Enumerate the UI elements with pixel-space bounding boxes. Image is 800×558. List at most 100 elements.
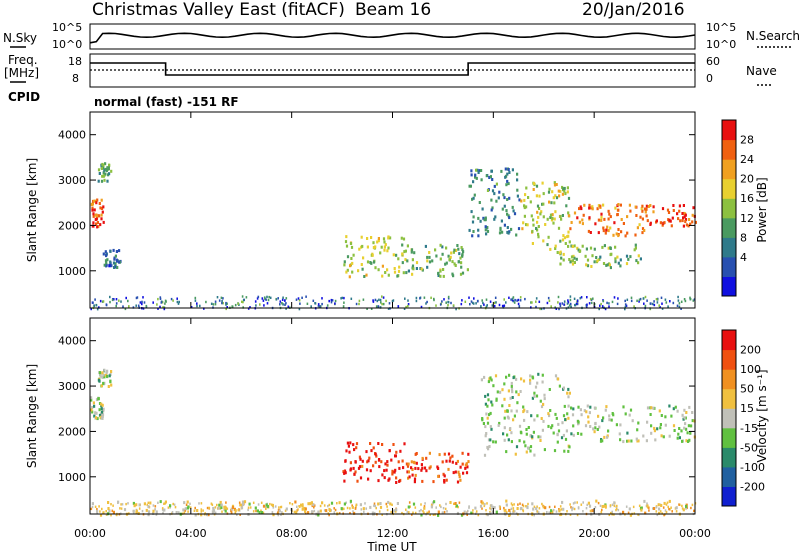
range-gate-cell (256, 509, 259, 513)
scatter-cell (137, 304, 140, 307)
scatter-cell (501, 304, 504, 308)
scatter-cell (433, 298, 435, 302)
range-gate-cell (451, 260, 454, 264)
range-gate-cell (622, 222, 625, 225)
range-gate-cell (525, 450, 528, 454)
range-gate-cell (603, 435, 606, 439)
range-gate-cell (110, 370, 113, 373)
scatter-cell (439, 303, 442, 306)
scatter-cell (223, 508, 225, 511)
colorbar-segment (722, 237, 736, 258)
range-gate-cell (414, 473, 417, 477)
range-gate-cell (411, 473, 414, 477)
range-gate-cell (387, 246, 390, 250)
scatter-cell (658, 304, 660, 307)
scatter-cell (262, 511, 265, 514)
scatter-cell (423, 296, 426, 299)
range-gate-cell (617, 203, 620, 206)
range-gate-cell (559, 215, 562, 218)
range-gate-cell (101, 210, 104, 214)
scatter-cell (447, 297, 450, 300)
range-gate-cell (93, 414, 96, 418)
colorbar-tick-label: 15 (740, 402, 754, 415)
colorbar-segment (722, 178, 736, 199)
range-gate-cell (138, 503, 141, 507)
range-gate-cell (589, 425, 592, 428)
range-gate-cell (617, 234, 620, 238)
range-gate-cell (378, 458, 381, 461)
range-gate-cell (493, 506, 496, 510)
range-gate-cell (453, 248, 456, 252)
range-gate-cell (639, 215, 642, 219)
range-gate-cell (381, 443, 384, 446)
scatter-cell (665, 301, 668, 304)
range-gate-cell (415, 261, 419, 265)
range-gate-cell (451, 272, 454, 276)
scatter-cell (373, 504, 375, 507)
range-gate-cell (481, 501, 484, 505)
range-gate-cell (377, 479, 380, 483)
scatter-cell (582, 510, 584, 513)
range-gate-cell (480, 178, 483, 182)
scatter-cell (574, 501, 576, 504)
range-gate-cell (601, 439, 604, 443)
range-gate-cell (356, 479, 359, 483)
scatter-cell (242, 298, 245, 302)
range-gate-cell (602, 262, 606, 265)
range-gate-cell (465, 471, 469, 475)
range-gate-cell (597, 218, 600, 222)
range-gate-cell (551, 213, 554, 217)
range-gate-cell (381, 274, 384, 278)
range-gate-cell (484, 434, 487, 438)
range-gate-cell (567, 196, 571, 200)
range-gate-cell (186, 506, 189, 510)
range-gate-cell (538, 207, 541, 210)
scatter-cell (279, 300, 282, 303)
scatter-cell (601, 305, 604, 308)
range-gate-cell (104, 167, 107, 171)
range-gate-cell (456, 480, 460, 484)
scatter-cell (317, 303, 320, 306)
range-gate-cell (155, 510, 158, 514)
range-gate-cell (387, 478, 390, 482)
scatter-cell (365, 507, 367, 510)
range-gate-cell (535, 184, 539, 188)
range-gate-cell (525, 432, 528, 436)
scatter-cell (580, 503, 583, 506)
scatter-cell (378, 298, 380, 301)
scatter-cell (519, 299, 522, 302)
range-gate-cell (568, 258, 571, 261)
range-gate-cell (107, 507, 110, 510)
range-gate-cell (678, 427, 681, 430)
range-gate-cell (389, 236, 392, 240)
range-gate-cell (609, 226, 612, 230)
scatter-cell (145, 304, 148, 308)
scatter-cell (302, 503, 304, 506)
colorbar-tick-label: 28 (740, 134, 754, 147)
range-gate-cell (95, 416, 98, 420)
range-gate-cell (430, 503, 434, 507)
range-gate-cell (381, 473, 384, 477)
freq-unit-label: [MHz] (4, 66, 39, 80)
scatter-cell (452, 304, 455, 307)
scatter-cell (234, 511, 237, 515)
range-gate-cell (567, 449, 570, 453)
range-gate-cell (525, 186, 528, 190)
range-gate-cell (612, 413, 615, 417)
range-gate-cell (525, 428, 528, 431)
range-gate-cell (652, 210, 655, 214)
range-gate-cell (95, 398, 99, 402)
range-gate-cell (470, 210, 473, 214)
range-gate-cell (617, 261, 620, 265)
scatter-cell (548, 299, 551, 302)
scatter-cell (146, 503, 149, 507)
range-gate-cell (501, 388, 504, 392)
range-gate-cell (469, 184, 472, 188)
scatter-cell (138, 507, 141, 510)
range-gate-cell (593, 430, 596, 434)
scatter-cell (327, 504, 329, 508)
scatter-cell (541, 502, 543, 506)
range-gate-cell (552, 221, 555, 225)
scatter-cell (305, 295, 307, 298)
range-gate-cell (599, 439, 603, 443)
